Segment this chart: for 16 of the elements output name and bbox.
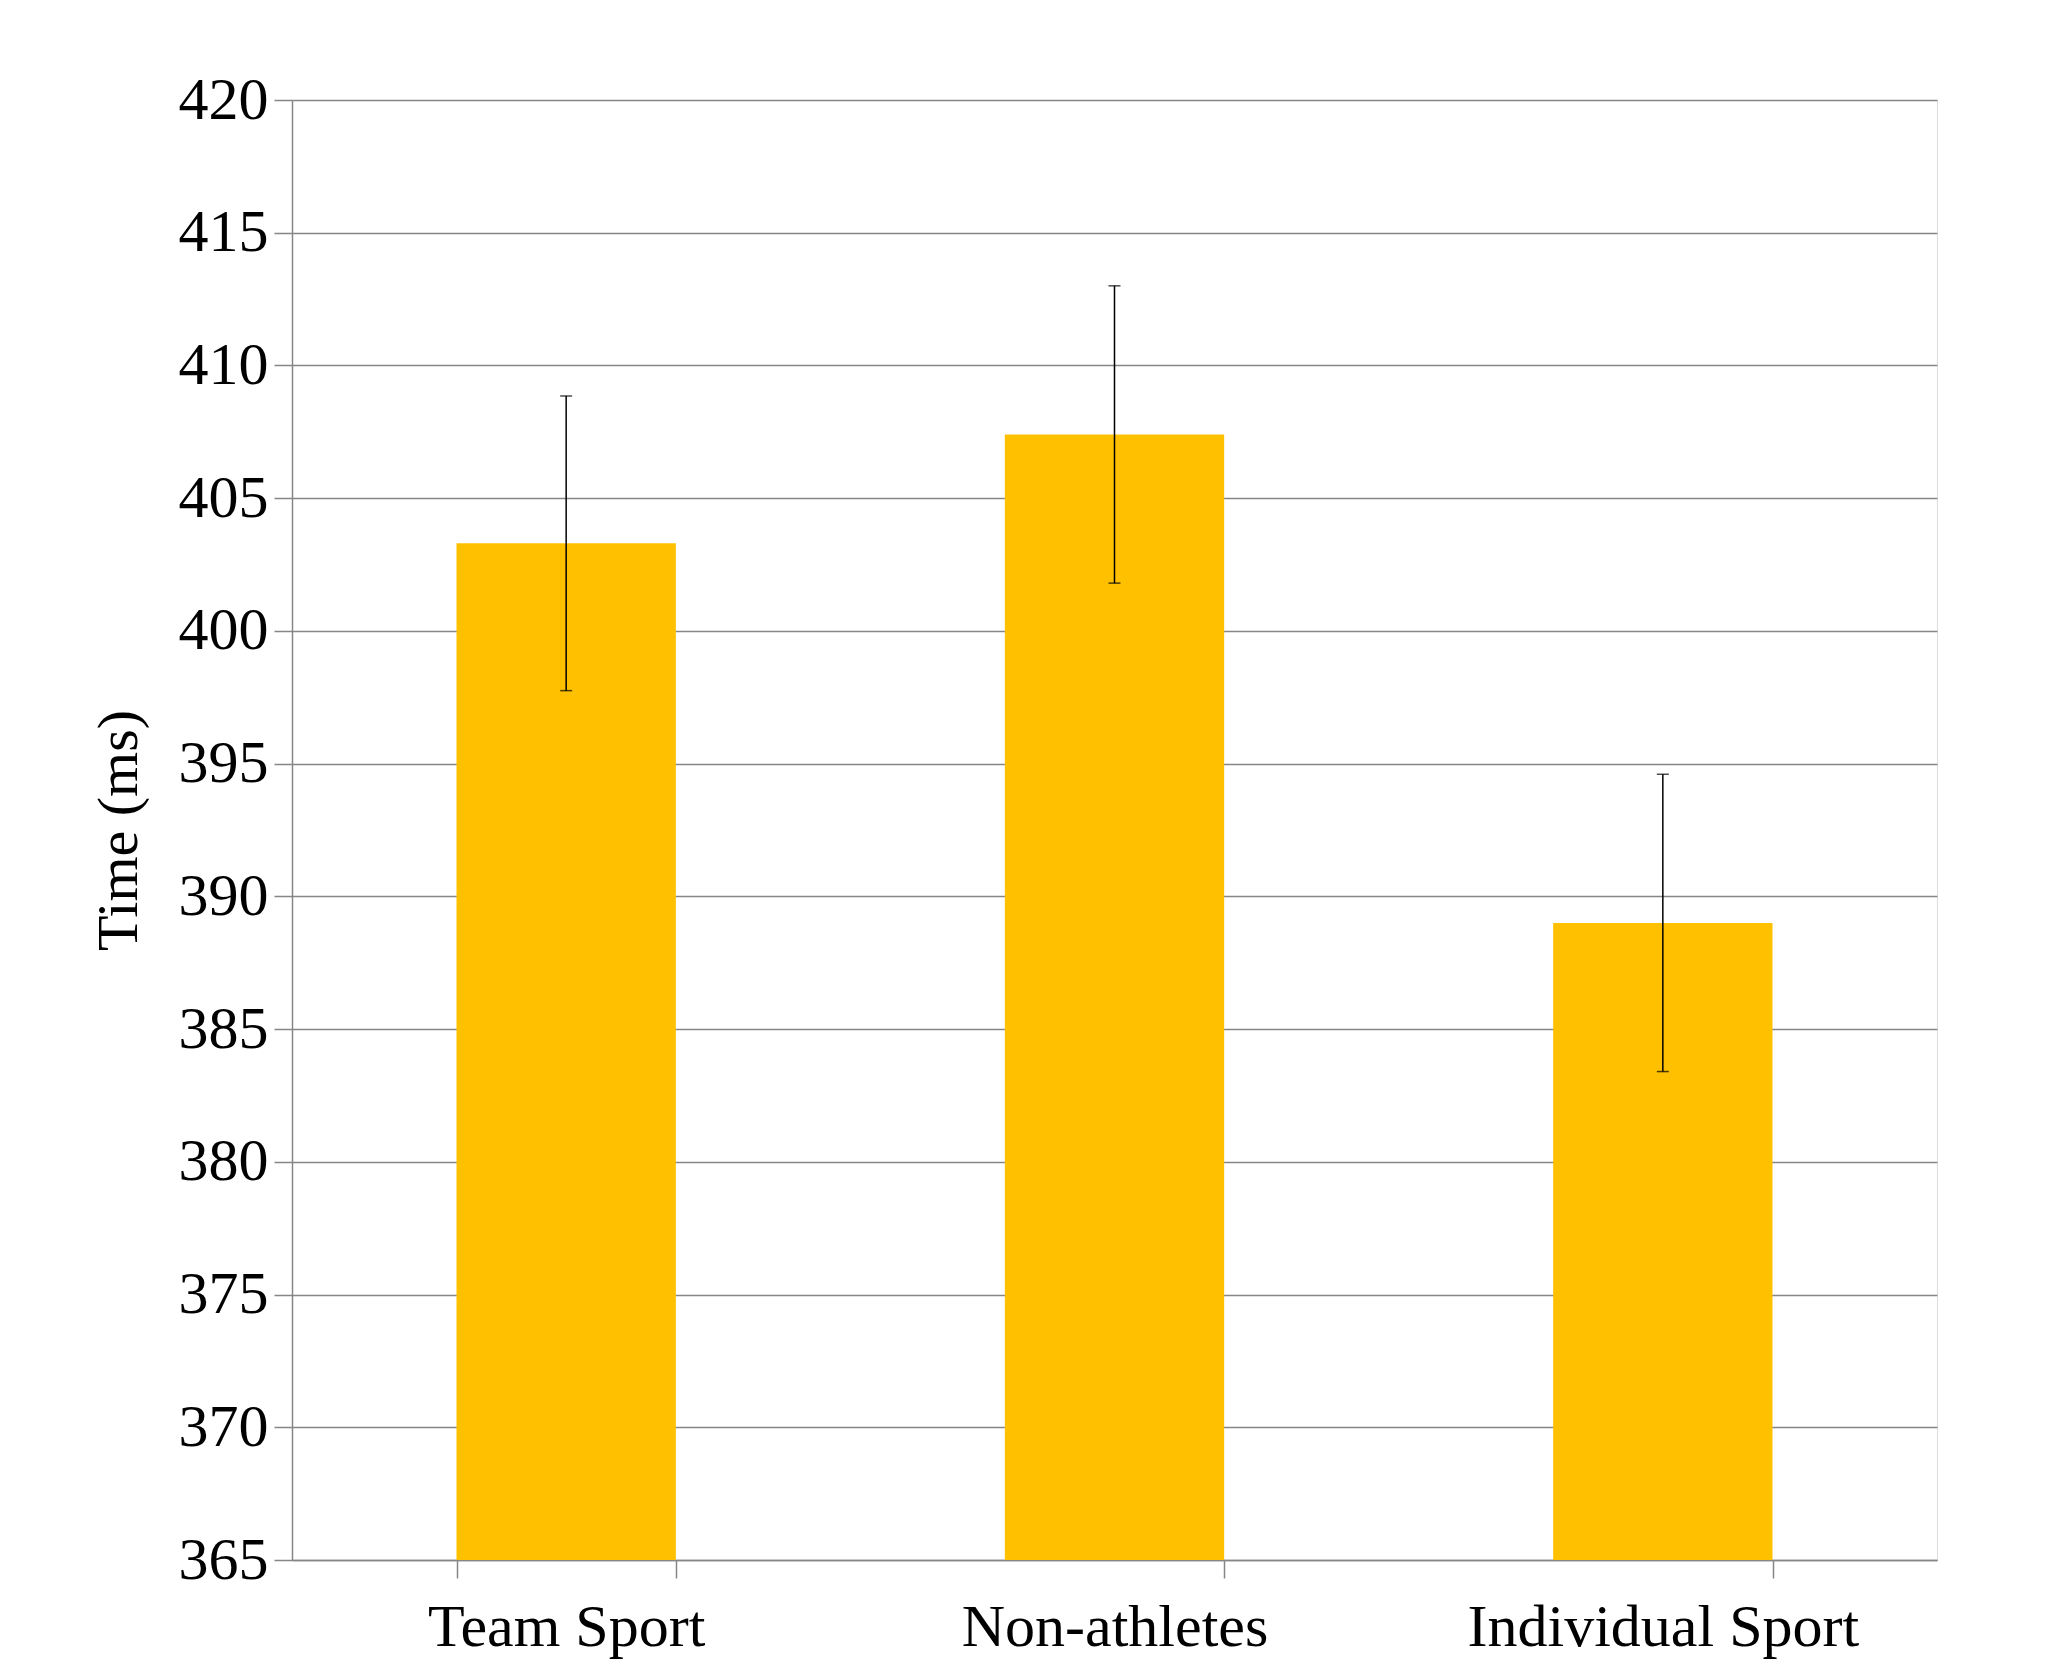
x-tick-label: Individual Sport <box>1467 1592 1860 1659</box>
y-tick-label: 420 <box>178 65 269 132</box>
y-axis-title: Time (ms) <box>84 709 150 952</box>
y-tick-label: 410 <box>178 330 269 397</box>
y-tick-label: 400 <box>178 596 269 663</box>
y-tick-label: 365 <box>178 1525 269 1592</box>
y-tick-label: 380 <box>178 1127 269 1194</box>
x-tick-label: Team Sport <box>427 1592 706 1659</box>
x-tick-label: Non-athletes <box>961 1592 1269 1659</box>
y-tick-label: 395 <box>178 729 269 796</box>
y-tick-label: 415 <box>178 198 269 265</box>
y-tick-label: 370 <box>178 1392 269 1459</box>
y-tick-label: 375 <box>178 1260 269 1327</box>
y-tick-label: 390 <box>178 861 269 928</box>
y-tick-label: 405 <box>178 463 269 530</box>
y-tick-label: 385 <box>178 994 269 1061</box>
